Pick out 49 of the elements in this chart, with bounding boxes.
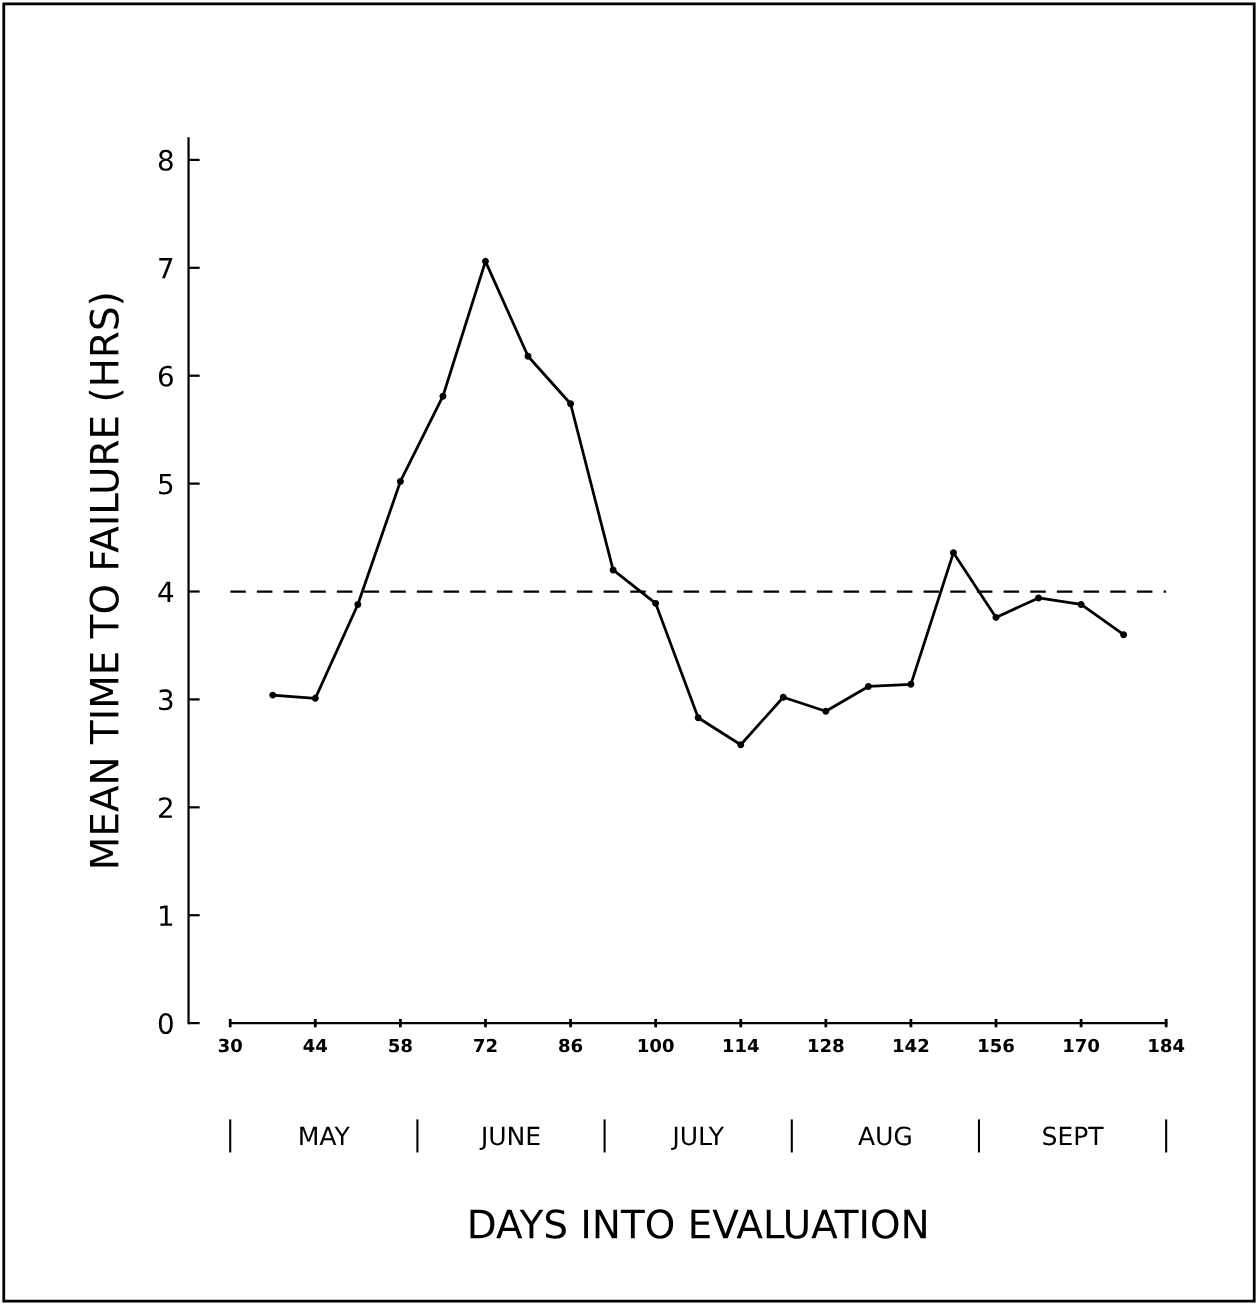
y-tick-label: 1 — [160, 905, 173, 926]
text: SEPT — [1043, 1126, 1104, 1146]
y-tick-label: 8 — [158, 149, 173, 171]
point — [311, 694, 319, 702]
text: JUNE — [479, 1126, 540, 1151]
point — [567, 400, 575, 408]
point — [694, 714, 702, 722]
y-tick-label: 4 — [158, 581, 174, 603]
point — [864, 682, 872, 690]
x-tick-label: 156 — [979, 1038, 1014, 1053]
point — [779, 693, 787, 701]
point — [524, 352, 532, 360]
point — [907, 680, 915, 688]
point — [482, 257, 489, 265]
x-tick-label: 86 — [559, 1038, 583, 1053]
x-tick-label: 128 — [809, 1038, 844, 1053]
point — [354, 600, 362, 608]
point — [1077, 600, 1085, 608]
text: AUG — [858, 1126, 911, 1146]
point — [609, 566, 617, 574]
point — [396, 477, 404, 485]
point — [1035, 594, 1043, 602]
x-tick-label: 100 — [638, 1038, 674, 1053]
y-tick-label: 5 — [159, 473, 173, 495]
y-tick-label: 3 — [159, 689, 173, 711]
x-tick-label: 72 — [474, 1038, 497, 1053]
y-axis-title: MEAN TIME TO FAILURE (HRS) — [88, 294, 124, 867]
point — [949, 549, 957, 557]
x-tick-label: 184 — [1149, 1038, 1185, 1053]
x-tick-label: 142 — [894, 1038, 929, 1053]
x-tick-label: 30 — [218, 1038, 242, 1053]
point — [652, 599, 660, 607]
x-tick-label: 58 — [389, 1038, 412, 1053]
y-tick-label: 2 — [159, 797, 172, 818]
point — [439, 392, 447, 400]
text: JULY — [671, 1126, 725, 1151]
text: MAY — [300, 1126, 350, 1146]
point — [269, 691, 277, 699]
point — [1120, 631, 1128, 639]
y-tick-label: 0 — [158, 1013, 173, 1035]
point — [992, 613, 1000, 621]
x-tick-label: 114 — [723, 1038, 759, 1053]
point — [737, 741, 745, 749]
x-tick-label: 170 — [1064, 1038, 1100, 1053]
x-axis-title: DAYS INTO EVALUATION — [470, 1209, 926, 1239]
y-tick-label: 7 — [159, 258, 173, 279]
y-tick-label: 6 — [158, 365, 173, 387]
x-tick-label: 44 — [303, 1038, 328, 1053]
point — [822, 707, 830, 715]
